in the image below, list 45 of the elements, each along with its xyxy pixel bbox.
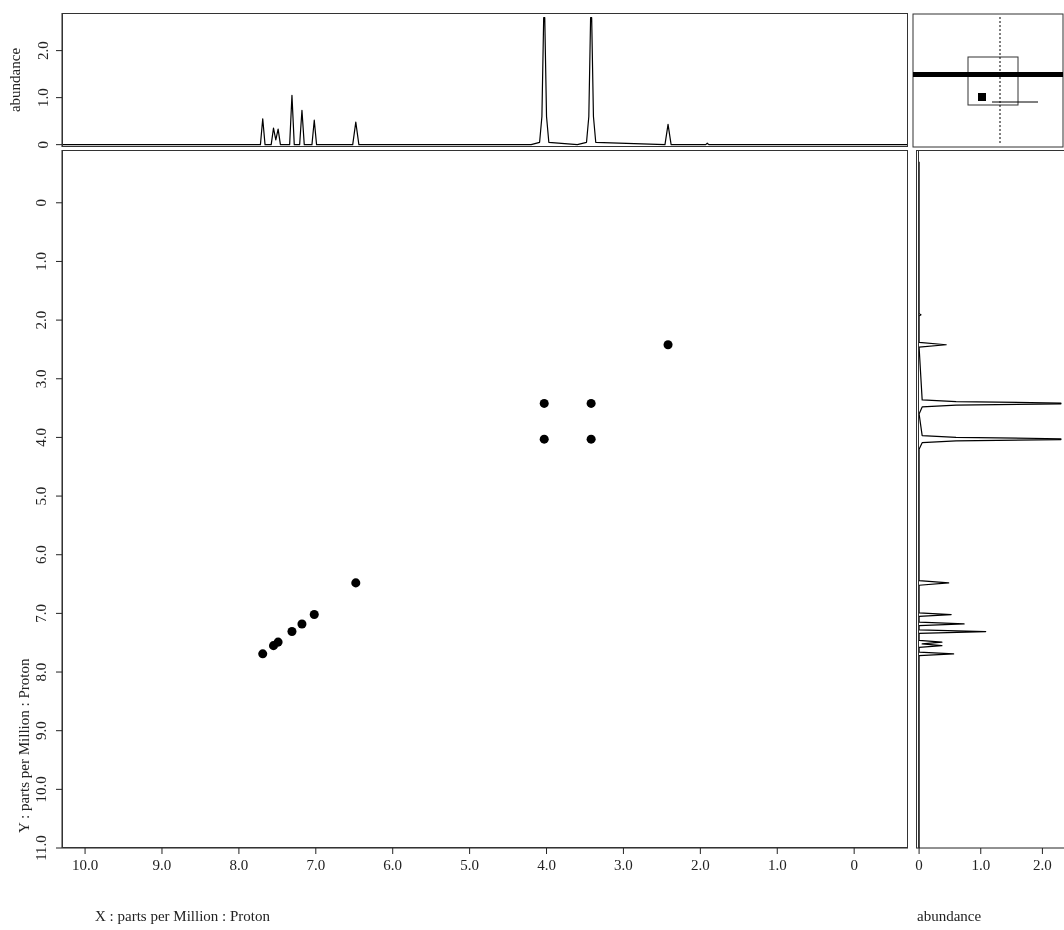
y-axis-title: abundance (7, 47, 24, 113)
y-tick-label: 2.0 (33, 310, 49, 330)
point (273, 637, 283, 647)
x-tick-label: 0 (915, 857, 923, 873)
x-tick-label: 10.0 (71, 857, 99, 873)
y-tick-label: 10.0 (33, 776, 49, 803)
y-tick-label: 7.0 (33, 604, 49, 623)
x-tick-label: 8.0 (229, 857, 249, 873)
x-tick-label: 7.0 (306, 857, 326, 873)
point (586, 398, 596, 408)
y-tick-label: 1.0 (33, 252, 49, 271)
y-tick-label: 2.0 (35, 41, 51, 60)
x-tick-label: 5.0 (460, 857, 479, 873)
point (663, 340, 673, 350)
point (309, 610, 319, 620)
x-tick-label: 4.0 (537, 857, 556, 873)
point (539, 434, 549, 444)
y-tick-label: 1.0 (35, 88, 51, 108)
y-tick-label: 0 (35, 140, 51, 149)
line-series (62, 17, 908, 146)
point (539, 398, 549, 408)
point (297, 619, 307, 629)
x-tick-label: 1.0 (767, 857, 787, 873)
point (586, 434, 596, 444)
x-axis-title: X : parts per Million : Proton (95, 908, 271, 924)
y-tick-label: 11.0 (33, 835, 49, 861)
y-tick-label: 3.0 (33, 369, 49, 389)
x-tick-label: 3.0 (614, 857, 633, 873)
x-tick-label: 9.0 (152, 857, 172, 873)
y-tick-label: 9.0 (33, 721, 49, 741)
point (258, 649, 268, 659)
point (351, 578, 361, 588)
y-axis-title: Y : parts per Million : Proton (16, 658, 32, 833)
y-tick-label: 6.0 (33, 545, 49, 565)
y-tick-label: 8.0 (33, 662, 49, 682)
x-tick-label: 2.0 (690, 857, 710, 873)
x-tick-label: 2.0 (1033, 857, 1052, 873)
x-tick-label: 1.0 (971, 857, 991, 873)
x-tick-label: 0 (850, 857, 858, 873)
y-tick-label: 0 (33, 199, 49, 207)
y-tick-label: 4.0 (33, 428, 49, 447)
x-tick-label: 6.0 (383, 857, 403, 873)
point (287, 627, 297, 637)
x-axis-title: abundance (917, 908, 982, 924)
y-tick-label: 5.0 (33, 486, 49, 506)
